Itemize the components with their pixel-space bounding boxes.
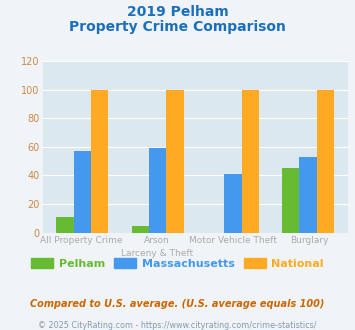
- Text: Burglary: Burglary: [290, 236, 329, 245]
- Text: 2019 Pelham: 2019 Pelham: [127, 5, 228, 19]
- Bar: [166, 90, 184, 233]
- Bar: [56, 217, 74, 233]
- Text: © 2025 CityRating.com - https://www.cityrating.com/crime-statistics/: © 2025 CityRating.com - https://www.city…: [38, 321, 317, 330]
- Bar: [282, 168, 299, 233]
- Text: Larceny & Theft: Larceny & Theft: [121, 249, 193, 258]
- Legend: Pelham, Massachusetts, National: Pelham, Massachusetts, National: [27, 254, 328, 273]
- Bar: [241, 90, 259, 233]
- Text: Motor Vehicle Theft: Motor Vehicle Theft: [190, 236, 277, 245]
- Text: Property Crime Comparison: Property Crime Comparison: [69, 20, 286, 34]
- Bar: [299, 157, 317, 233]
- Bar: [91, 90, 108, 233]
- Text: Compared to U.S. average. (U.S. average equals 100): Compared to U.S. average. (U.S. average …: [30, 299, 325, 309]
- Text: All Property Crime: All Property Crime: [39, 236, 122, 245]
- Bar: [74, 151, 91, 233]
- Bar: [317, 90, 334, 233]
- Bar: [132, 225, 149, 233]
- Bar: [149, 148, 166, 233]
- Text: Arson: Arson: [144, 236, 170, 245]
- Bar: [224, 174, 241, 233]
